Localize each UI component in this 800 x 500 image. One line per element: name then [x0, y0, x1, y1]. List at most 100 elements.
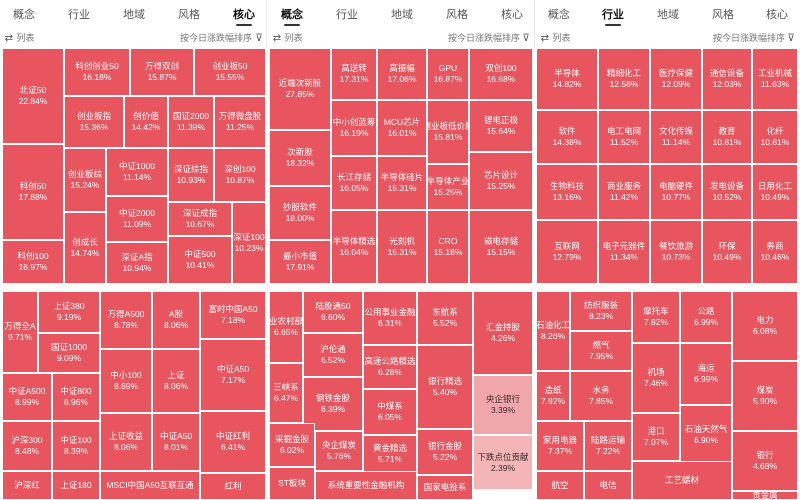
- heatmap-tile[interactable]: 纺织服装 8.23%: [570, 291, 632, 331]
- heatmap-tile[interactable]: 上证 8.06%: [152, 349, 200, 413]
- heatmap-tile[interactable]: 最小市值 17.91%: [269, 240, 331, 284]
- heatmap-tile[interactable]: 中证1000 11.14%: [106, 148, 168, 196]
- heatmap-tile[interactable]: 中小100 8.69%: [100, 349, 152, 413]
- heatmap-tile[interactable]: 双创100 16.68%: [469, 48, 533, 100]
- tab-industry[interactable]: 行业: [602, 6, 624, 22]
- heatmap-tile[interactable]: 高振幅 17.06%: [377, 48, 427, 100]
- heatmap-tile[interactable]: 化纤 10.81%: [752, 110, 798, 164]
- heatmap-tile[interactable]: 创业板低价股15.81%: [427, 100, 469, 164]
- heatmap-tile[interactable]: 电脑硬件 10.77%: [650, 164, 702, 220]
- tab-region[interactable]: 地域: [123, 9, 145, 21]
- heatmap-tile[interactable]: 港口 7.07%: [632, 413, 680, 461]
- heatmap-tile[interactable]: 锂电正极 15.64%: [469, 100, 533, 152]
- heatmap-tile[interactable]: 科创50 17.88%: [2, 144, 64, 240]
- heatmap-tile[interactable]: 汇金持股 4.26%: [473, 291, 533, 375]
- heatmap-tile[interactable]: 医疗保健 12.09%: [650, 48, 702, 110]
- list-toggle[interactable]: ⇄ 列表: [540, 29, 571, 47]
- heatmap-tile[interactable]: 央企煤炭 5.76%: [315, 431, 363, 471]
- heatmap-tile[interactable]: 国证2000 11.39%: [168, 96, 214, 148]
- heatmap-tile[interactable]: 上证180: [52, 471, 100, 500]
- heatmap-tile[interactable]: 海运 6.99%: [680, 343, 732, 405]
- filter-icon[interactable]: ⊽: [787, 33, 795, 44]
- heatmap-tile[interactable]: 机场 7.46%: [632, 343, 680, 413]
- heatmap-tile[interactable]: 中证2000 11.09%: [106, 196, 168, 242]
- heatmap-tile[interactable]: 高速公路精选 6.28%: [363, 345, 417, 389]
- heatmap-tile[interactable]: 央企银行 3.39%: [473, 375, 533, 435]
- heatmap-tile[interactable]: 半导体硅片 15.31%: [377, 156, 427, 210]
- list-toggle[interactable]: ⇄ 列表: [4, 29, 35, 47]
- heatmap-tile[interactable]: 陆路运输 7.22%: [584, 421, 632, 471]
- heatmap-tile[interactable]: 高送转 17.31%: [331, 48, 377, 100]
- heatmap-tile[interactable]: 煤炭 5.90%: [732, 361, 798, 431]
- heatmap-tile[interactable]: 国证1000 9.09%: [38, 333, 100, 373]
- heatmap-tile[interactable]: 深创100 10.87%: [214, 148, 266, 202]
- heatmap-tile[interactable]: 三峡系 6.47%: [269, 363, 303, 423]
- heatmap-tile[interactable]: 东航系 5.52%: [417, 291, 473, 345]
- heatmap-tile[interactable]: 农业农村部系6.65%: [269, 291, 303, 363]
- heatmap-tile[interactable]: 银行 4.68%: [732, 431, 798, 491]
- sort-selector[interactable]: 按今日涨跌幅排序: [448, 29, 520, 47]
- heatmap-tile[interactable]: 抄股软件 18.00%: [269, 186, 331, 240]
- heatmap-tile[interactable]: 黄金精选 5.71%: [363, 435, 417, 473]
- heatmap-tile[interactable]: 银行精选 5.40%: [417, 345, 473, 429]
- heatmap-tile[interactable]: 深证A指 10.94%: [106, 242, 168, 284]
- heatmap-tile[interactable]: 日用化工 10.49%: [752, 164, 798, 220]
- heatmap-tile[interactable]: 近端次新股 27.85%: [269, 48, 331, 130]
- tab-region[interactable]: 地域: [657, 9, 679, 21]
- heatmap-tile[interactable]: 上证收益 8.06%: [100, 413, 152, 471]
- heatmap-tile[interactable]: 贵金属: [732, 491, 798, 500]
- tab-style[interactable]: 风格: [446, 9, 468, 21]
- heatmap-tile[interactable]: 中证A50 8.01%: [152, 413, 200, 471]
- heatmap-tile[interactable]: 水务 7.85%: [570, 371, 632, 421]
- heatmap-tile[interactable]: 万得双创 15.87%: [130, 48, 194, 96]
- heatmap-tile[interactable]: 银行金股 5.22%: [417, 429, 473, 475]
- heatmap-tile[interactable]: 软件 14.38%: [536, 110, 598, 164]
- heatmap-tile[interactable]: 工艺蜡材: [632, 461, 732, 500]
- heatmap-tile[interactable]: 中证800 8.96%: [52, 373, 100, 421]
- heatmap-tile[interactable]: 钢铁金股 6.39%: [303, 377, 363, 431]
- heatmap-tile[interactable]: 创价值 14.42%: [124, 96, 168, 148]
- tab-concept[interactable]: 概念: [13, 9, 35, 21]
- heatmap-tile[interactable]: 中证红利 6.41%: [200, 411, 266, 473]
- heatmap-tile[interactable]: 陆股通50 6.60%: [303, 291, 363, 333]
- heatmap-tile[interactable]: 公用事业金融 6.31%: [363, 291, 417, 345]
- heatmap-tile[interactable]: 沪伦通 6.52%: [303, 333, 363, 377]
- heatmap-tile[interactable]: 环保 10.49%: [702, 220, 752, 284]
- heatmap-tile[interactable]: 摩托车 7.82%: [632, 291, 680, 343]
- heatmap-tile[interactable]: 电力 6.08%: [732, 291, 798, 361]
- heatmap-tile[interactable]: 采掘金股 6.02%: [269, 423, 315, 467]
- tab-industry[interactable]: 行业: [68, 9, 90, 21]
- heatmap-tile[interactable]: 科创100 16.97%: [2, 240, 64, 284]
- heatmap-tile[interactable]: 沪深红: [2, 471, 52, 500]
- heatmap-tile[interactable]: ST板块: [269, 467, 315, 500]
- filter-icon[interactable]: ⊽: [255, 33, 263, 44]
- heatmap-tile[interactable]: 中煤系 6.05%: [363, 389, 417, 435]
- heatmap-tile[interactable]: 富时中国A50 7.18%: [200, 291, 266, 339]
- sort-selector[interactable]: 按今日涨跌幅排序: [180, 29, 252, 47]
- heatmap-tile[interactable]: 电信: [584, 471, 632, 500]
- heatmap-tile[interactable]: 电工电网 11.52%: [598, 110, 650, 164]
- heatmap-tile[interactable]: 教育 10.81%: [702, 110, 752, 164]
- tab-core[interactable]: 核心: [233, 6, 255, 22]
- heatmap-tile[interactable]: 发电设备 10.52%: [702, 164, 752, 220]
- heatmap-tile[interactable]: GPU 16.87%: [427, 48, 469, 100]
- tab-style[interactable]: 风格: [178, 9, 200, 21]
- heatmap-tile[interactable]: 中证500 10.41%: [168, 236, 232, 284]
- heatmap-tile[interactable]: 国家电投系: [417, 475, 473, 500]
- heatmap-tile[interactable]: 红利: [200, 473, 266, 500]
- heatmap-tile[interactable]: 创业板综 15.24%: [64, 148, 106, 212]
- heatmap-tile[interactable]: 上证380 9.19%: [38, 291, 100, 333]
- tab-concept[interactable]: 概念: [548, 9, 570, 21]
- heatmap-tile[interactable]: 万得A500 8.78%: [100, 291, 152, 349]
- tab-concept[interactable]: 概念: [281, 6, 303, 22]
- heatmap-tile[interactable]: 中证100 8.39%: [52, 421, 100, 471]
- heatmap-tile[interactable]: 光刻机 15.31%: [377, 210, 427, 284]
- heatmap-tile[interactable]: 餐饮旅游 10.73%: [650, 220, 702, 284]
- heatmap-tile[interactable]: 公路 6.99%: [680, 291, 732, 343]
- heatmap-tile[interactable]: 石油化工 8.26%: [536, 291, 570, 371]
- heatmap-tile[interactable]: 深证100 10.23%: [232, 202, 266, 284]
- heatmap-tile[interactable]: 半导体精选 16.04%: [331, 210, 377, 284]
- heatmap-tile[interactable]: 文化传媒 11.14%: [650, 110, 702, 164]
- heatmap-tile[interactable]: 万得微盘股 11.25%: [214, 96, 266, 148]
- heatmap-tile[interactable]: 电子元器件 11.34%: [598, 220, 650, 284]
